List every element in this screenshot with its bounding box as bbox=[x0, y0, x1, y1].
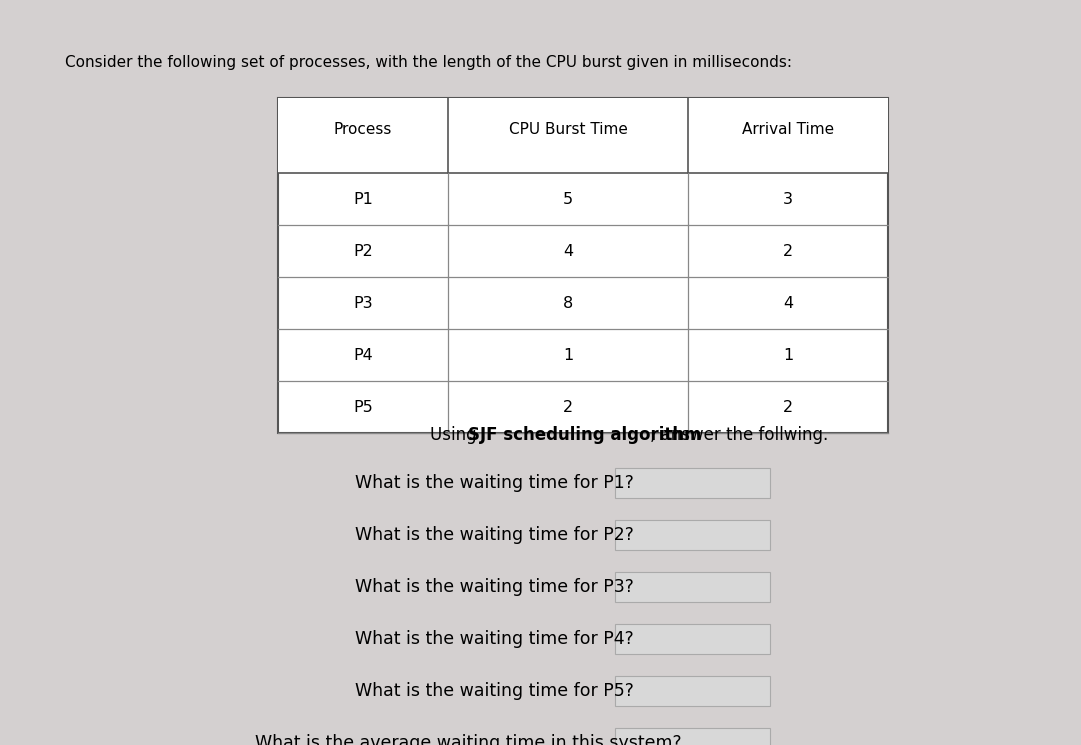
Bar bbox=[278, 98, 888, 433]
Text: Consider the following set of processes, with the length of the CPU burst given : Consider the following set of processes,… bbox=[65, 55, 792, 70]
Text: Arrival Time: Arrival Time bbox=[742, 122, 835, 137]
Text: Process: Process bbox=[334, 122, 392, 137]
Text: 8: 8 bbox=[563, 296, 573, 311]
Text: 2: 2 bbox=[783, 244, 793, 259]
Bar bbox=[615, 572, 770, 602]
Bar bbox=[615, 520, 770, 550]
Bar bbox=[615, 676, 770, 706]
Text: 2: 2 bbox=[563, 399, 573, 414]
Bar bbox=[615, 624, 770, 654]
Text: What is the waiting time for P3?: What is the waiting time for P3? bbox=[355, 578, 633, 596]
Text: 2: 2 bbox=[783, 399, 793, 414]
Text: 4: 4 bbox=[783, 296, 793, 311]
Text: SJF scheduling algorithm: SJF scheduling algorithm bbox=[468, 426, 702, 444]
Text: , answer the follwing.: , answer the follwing. bbox=[650, 426, 828, 444]
Text: What is the waiting time for P2?: What is the waiting time for P2? bbox=[355, 526, 633, 544]
Text: P2: P2 bbox=[353, 244, 373, 259]
Text: What is the waiting time for P5?: What is the waiting time for P5? bbox=[355, 682, 633, 700]
Text: 1: 1 bbox=[783, 347, 793, 363]
Bar bbox=[615, 728, 770, 745]
Text: What is the waiting time for P1?: What is the waiting time for P1? bbox=[355, 474, 633, 492]
Text: CPU Burst Time: CPU Burst Time bbox=[508, 122, 627, 137]
Text: 4: 4 bbox=[563, 244, 573, 259]
Bar bbox=[278, 98, 888, 173]
Bar bbox=[615, 468, 770, 498]
Text: 3: 3 bbox=[783, 191, 793, 206]
Text: 5: 5 bbox=[563, 191, 573, 206]
Text: P4: P4 bbox=[353, 347, 373, 363]
Text: P1: P1 bbox=[353, 191, 373, 206]
Text: What is the waiting time for P4?: What is the waiting time for P4? bbox=[355, 630, 633, 648]
Text: What is the average waiting time in this system?: What is the average waiting time in this… bbox=[255, 734, 682, 745]
Text: Using: Using bbox=[430, 426, 482, 444]
Text: P5: P5 bbox=[353, 399, 373, 414]
Text: P3: P3 bbox=[353, 296, 373, 311]
Text: 1: 1 bbox=[563, 347, 573, 363]
